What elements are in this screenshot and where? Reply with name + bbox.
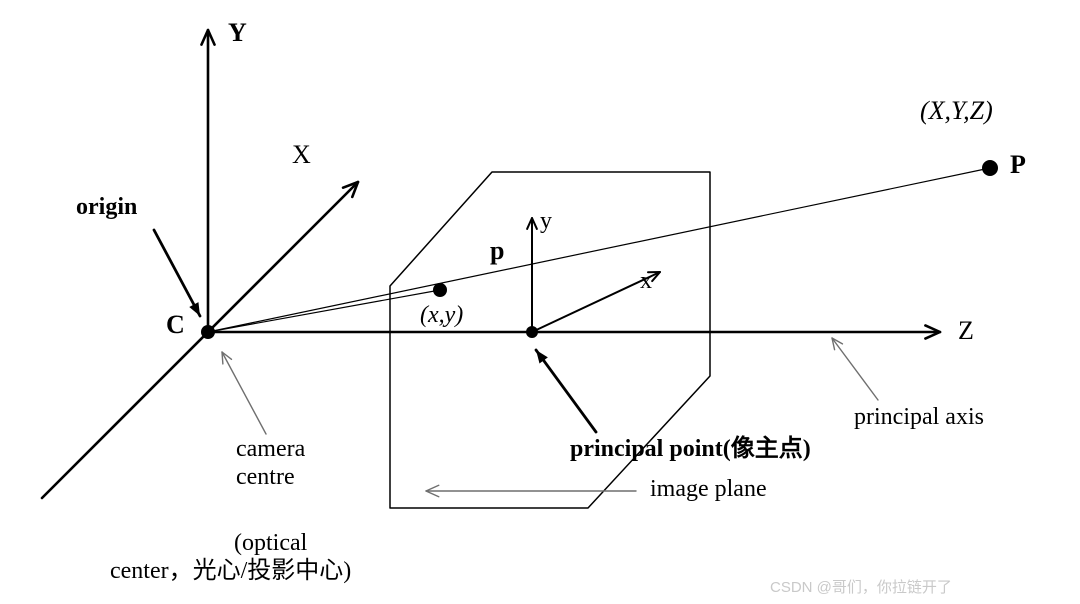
axis-X-label: X	[292, 140, 311, 170]
image-plane-label: image plane	[650, 476, 767, 504]
point-p-label: p	[490, 236, 504, 266]
optical-center-label: (optical center，光心/投影中心)	[110, 530, 351, 585]
principal-point-label: principal point(像主点)	[570, 436, 811, 464]
principal-axis-label: principal axis	[854, 404, 984, 432]
principal-point-text: principal point(像主点)	[570, 436, 811, 462]
origin-label: origin	[76, 194, 137, 222]
camera-centre-line1: camera	[236, 436, 305, 462]
axis-x-label: x	[640, 268, 652, 296]
optical-line2: center，光心/投影中心)	[110, 558, 351, 584]
coord-xy-label: (x,y)	[420, 302, 463, 330]
axis-Z-label: Z	[958, 316, 974, 346]
camera-centre-line2: centre	[236, 464, 295, 490]
camera-centre-label: camera centre	[236, 436, 305, 491]
point-C-label: C	[166, 310, 185, 340]
axis-y-label: y	[540, 208, 552, 236]
optical-line1: (optical	[110, 530, 351, 558]
point-P-label: P	[1010, 150, 1026, 180]
axis-Y-label: Y	[228, 18, 247, 48]
watermark-text: CSDN @哥们，你拉链开了	[770, 576, 952, 597]
coord-XYZ-label: (X,Y,Z)	[920, 96, 993, 126]
